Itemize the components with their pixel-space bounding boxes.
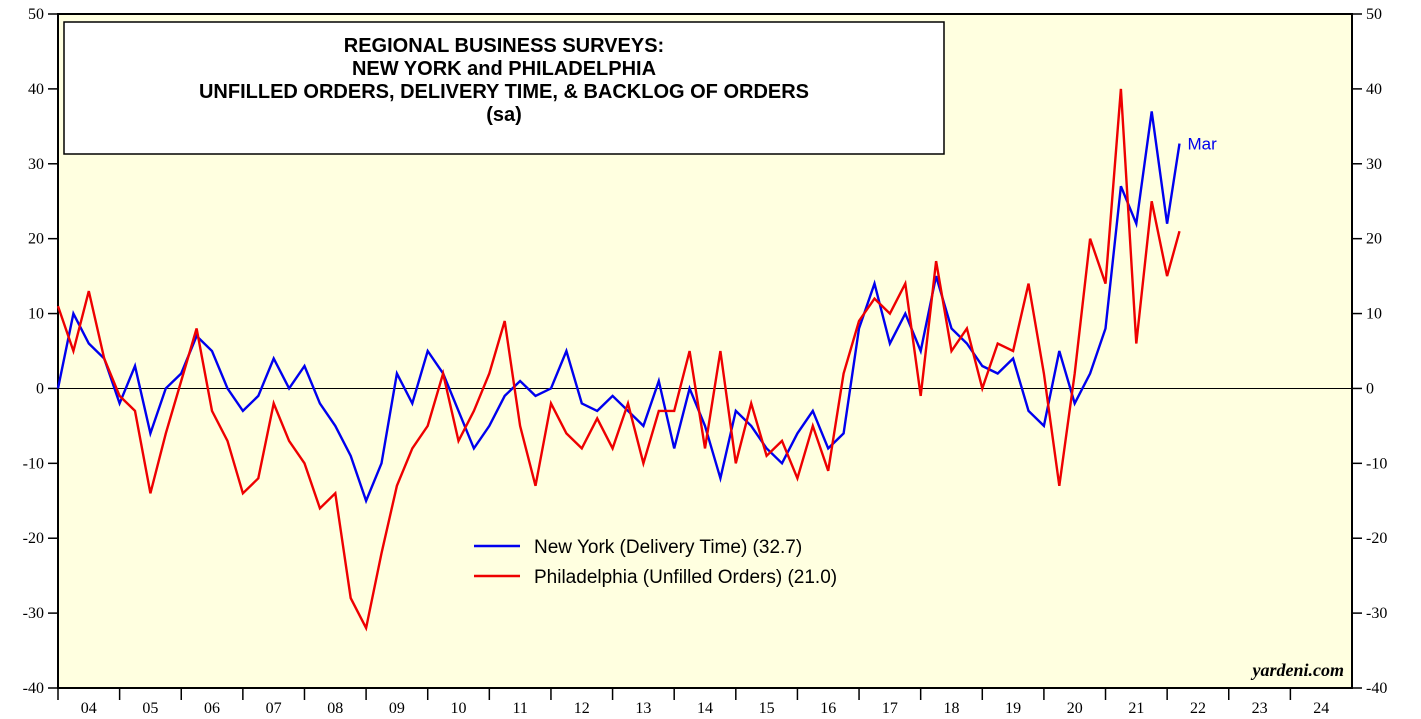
x-tick-label: 17 — [882, 700, 898, 717]
y2-tick-label: 50 — [1366, 6, 1382, 23]
annotation: Mar — [1187, 135, 1217, 154]
source: yardeni.com — [1251, 660, 1345, 680]
y-tick-label: 30 — [28, 156, 44, 173]
y-tick-label: 40 — [28, 81, 44, 98]
x-tick-label: 16 — [820, 700, 836, 717]
chart-title: UNFILLED ORDERS, DELIVERY TIME, & BACKLO… — [199, 81, 809, 103]
y2-tick-label: 0 — [1366, 380, 1374, 397]
y-tick-label: 50 — [28, 6, 44, 23]
y-tick-label: -30 — [23, 605, 44, 622]
y-tick-label: 10 — [28, 306, 44, 323]
y-tick-label: 20 — [28, 231, 44, 248]
x-tick-label: 10 — [451, 700, 467, 717]
x-tick-label: 07 — [266, 700, 282, 717]
x-tick-label: 12 — [574, 700, 590, 717]
x-tick-label: 05 — [142, 700, 158, 717]
title-box — [63, 21, 945, 155]
chart-title: REGIONAL BUSINESS SURVEYS: — [344, 35, 664, 57]
x-tick-label: 06 — [204, 700, 220, 717]
x-tick-label: 15 — [759, 700, 775, 717]
chart-title: NEW YORK and PHILADELPHIA — [352, 58, 656, 80]
series-line — [56, 88, 1181, 632]
y-tick-label: -40 — [23, 680, 44, 697]
y-tick-label: 0 — [36, 380, 44, 397]
x-tick-label: 08 — [327, 700, 343, 717]
x-tick-label: 09 — [389, 700, 405, 717]
x-tick-label: 13 — [635, 700, 651, 717]
x-tick-label: 11 — [512, 700, 527, 717]
legend-label: New York (Delivery Time) (32.7) — [534, 537, 802, 558]
x-tick-label: 24 — [1313, 700, 1329, 717]
y2-tick-label: -30 — [1366, 605, 1387, 622]
chart-title: (sa) — [486, 104, 522, 126]
series-line — [56, 111, 1181, 505]
y2-tick-label: 10 — [1366, 306, 1382, 323]
y2-tick-label: -40 — [1366, 680, 1387, 697]
y2-tick-label: 40 — [1366, 81, 1382, 98]
legend-label: Philadelphia (Unfilled Orders) (21.0) — [534, 567, 837, 588]
x-tick-label: 18 — [943, 700, 959, 717]
x-tick-label: 20 — [1067, 700, 1083, 717]
x-tick-label: 21 — [1128, 700, 1144, 717]
y-tick-label: -10 — [23, 455, 44, 472]
y2-tick-label: 20 — [1366, 231, 1382, 248]
x-tick-label: 04 — [81, 700, 97, 717]
x-tick-label: 22 — [1190, 700, 1206, 717]
x-tick-label: 19 — [1005, 700, 1021, 717]
y2-tick-label: -20 — [1366, 530, 1387, 547]
y-tick-label: -20 — [23, 530, 44, 547]
y2-tick-label: 30 — [1366, 156, 1382, 173]
y2-tick-label: -10 — [1366, 455, 1387, 472]
x-tick-label: 14 — [697, 700, 713, 717]
x-tick-label: 23 — [1252, 700, 1268, 717]
